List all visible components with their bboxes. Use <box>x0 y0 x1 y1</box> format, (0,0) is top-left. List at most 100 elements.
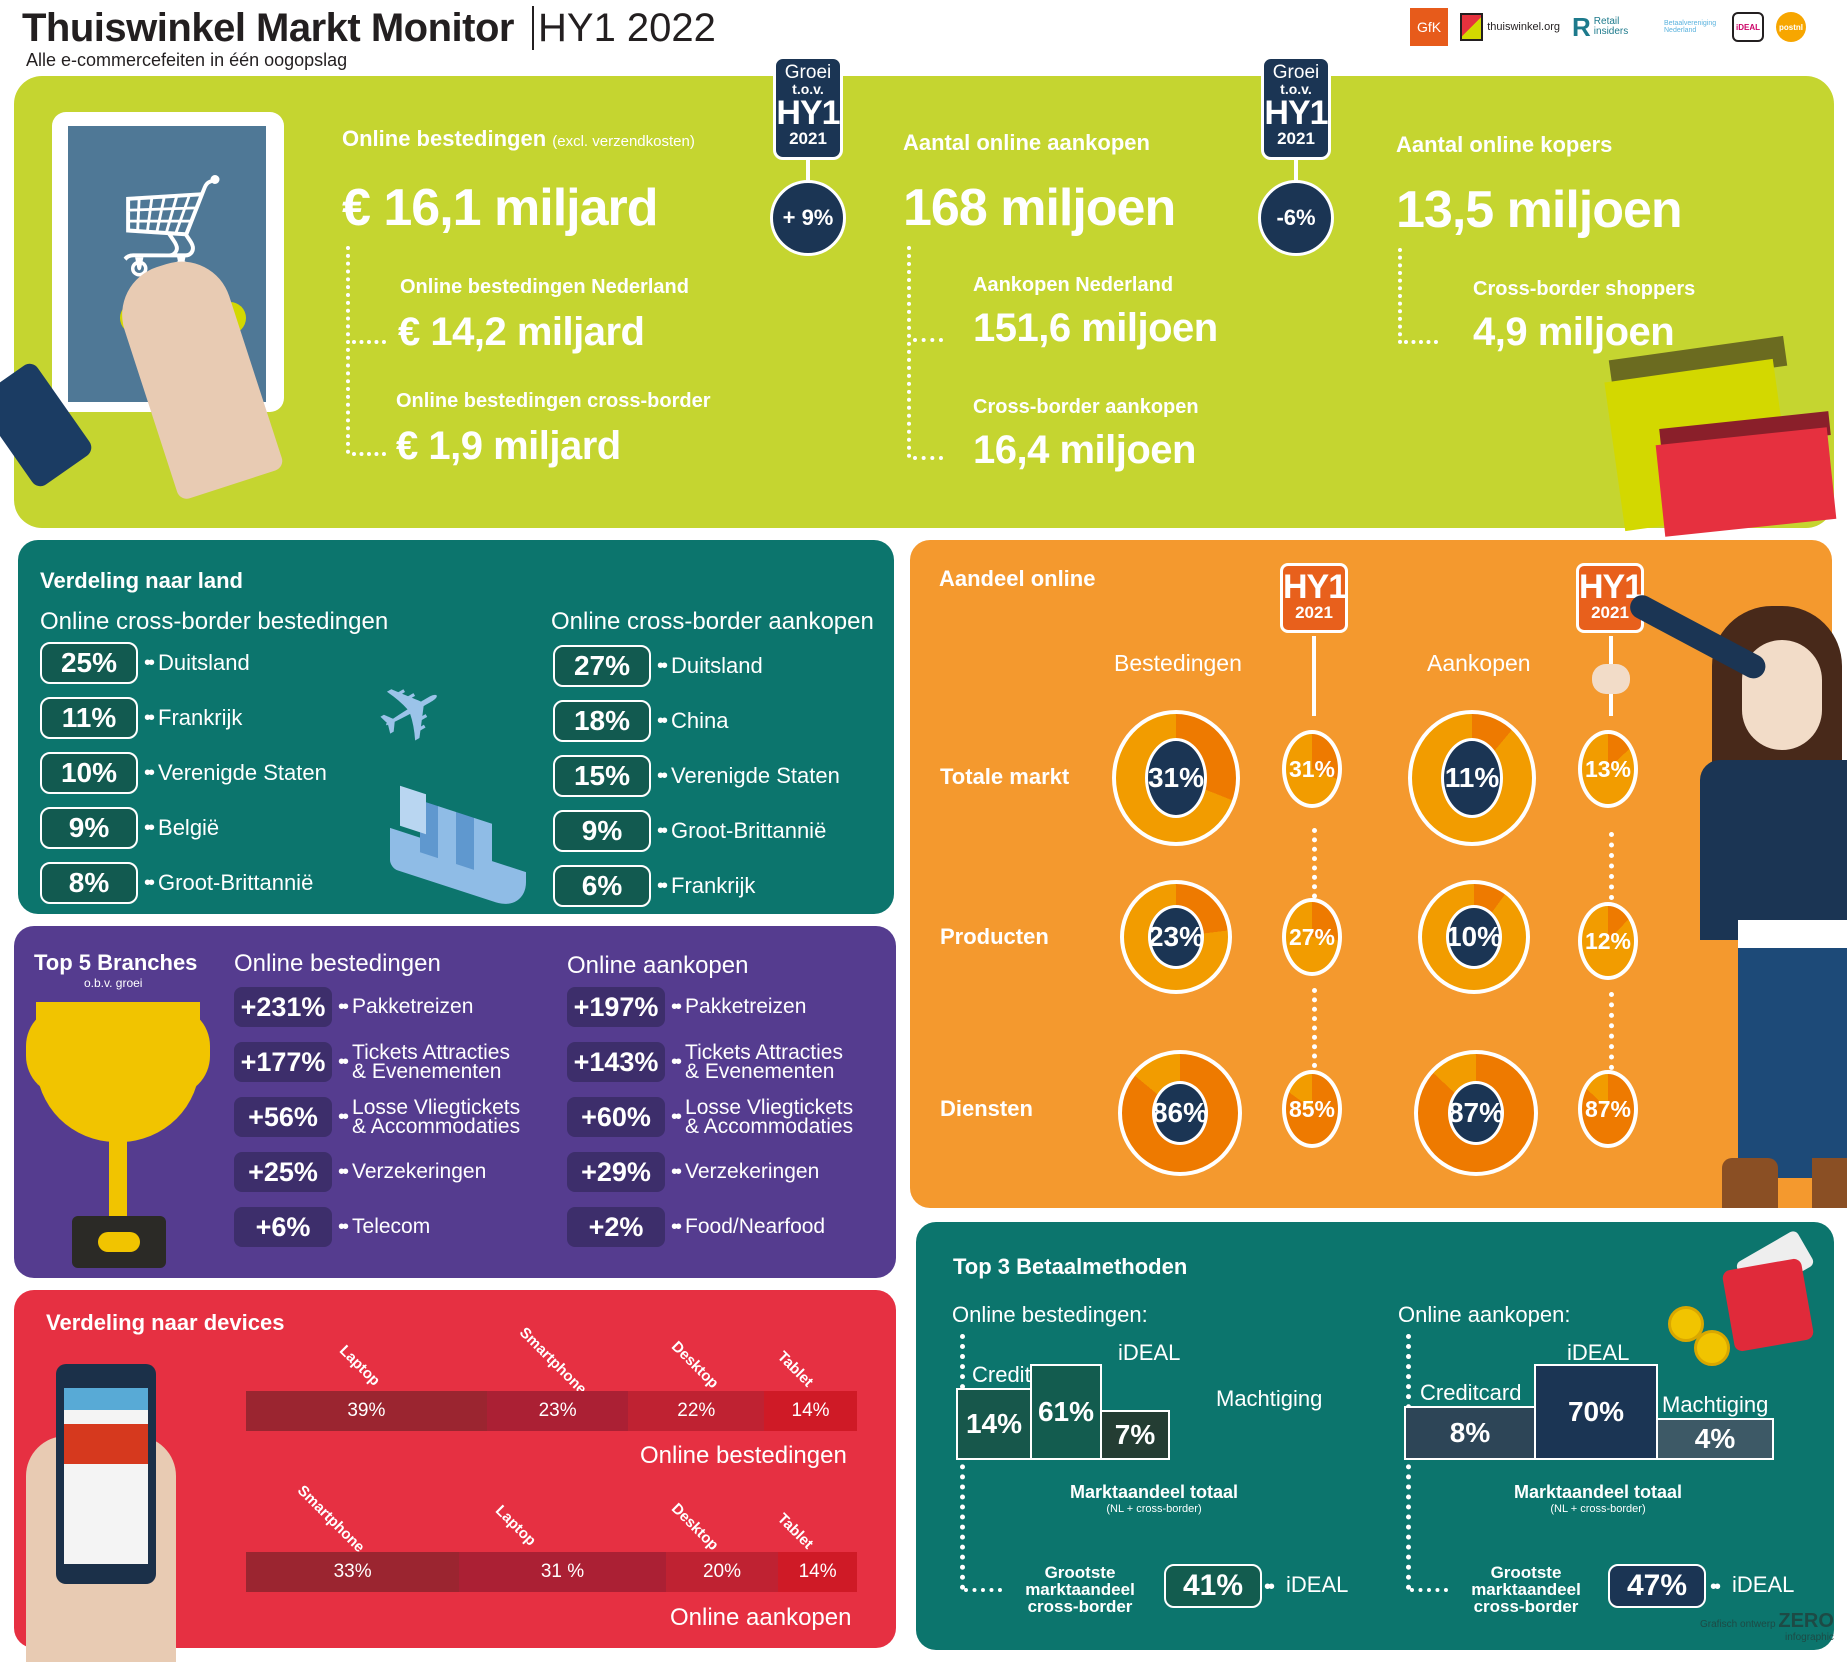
payment-purchase-title: Online aankopen: <box>1398 1302 1571 1327</box>
spend-nl-value: € 14,2 miljard <box>398 310 645 354</box>
share-col-purchases: Aankopen <box>1427 650 1531 676</box>
list-item: 6% •• Frankrijk <box>553 863 840 909</box>
devices-title: Verdeling naar devices <box>46 1310 285 1335</box>
method-label: iDEAL <box>1118 1340 1181 1365</box>
donut-chart: 11% <box>1408 710 1536 846</box>
bar-segment: 14% <box>778 1552 857 1592</box>
coin-icon <box>1694 1330 1730 1366</box>
list-item: +25% •• Verzekeringen <box>234 1152 520 1192</box>
bar-segment: 20% <box>665 1552 779 1592</box>
payment-bar: 4% <box>1656 1418 1774 1460</box>
country-purchase-list: 27% •• Duitsland 18% •• China 15% •• Verenigde… <box>553 643 840 909</box>
cube-icon <box>1460 13 1484 41</box>
growth-stem-purchases <box>1294 160 1298 182</box>
branches-spend-list: +231% •• Pakketreizen +177% •• Tickets Attra… <box>234 987 520 1247</box>
market-share-label: Marktaandeel totaal (NL + cross-border) <box>1069 1482 1239 1515</box>
donut-chart: 87% <box>1414 1050 1538 1176</box>
bar-segment: 22% <box>628 1391 765 1431</box>
largest-cb-label: Grootste marktaandeel cross-border <box>1025 1563 1135 1616</box>
spend-connector-nl <box>352 340 386 344</box>
hy1-2021-tag-spend: HY1 2021 <box>1280 563 1348 633</box>
bar-segment: 31 % <box>459 1552 666 1592</box>
method-label: Machtiging <box>1216 1386 1323 1411</box>
design-credit: Grafisch ontwerp ZERO infographic <box>1700 1610 1834 1643</box>
bar-segment: 14% <box>764 1391 857 1431</box>
purchases-label: Aantal online aankopen <box>903 130 1150 155</box>
trophy-plate <box>98 1232 140 1252</box>
betaalvereniging-logo: Betaalvereniging Nederland <box>1664 20 1717 34</box>
spend-nl-label: Online bestedingen Nederland <box>400 276 689 298</box>
largest-cb-label: Grootste marktaandeel cross-border <box>1471 1563 1581 1616</box>
branches-subtitle: o.b.v. groei <box>84 976 143 990</box>
bar-segment: 33% <box>246 1552 460 1592</box>
buyers-connector <box>1398 248 1402 344</box>
prev-year-donut: 87% <box>1578 1070 1638 1148</box>
list-item: +143% •• Tickets Attracties & Evenementen <box>567 1042 853 1082</box>
dots: •• <box>1264 1576 1275 1598</box>
method-label: iDEAL <box>1567 1340 1630 1365</box>
woman-boot <box>1812 1158 1847 1208</box>
page-title: Thuiswinkel Markt Monitor <box>22 6 514 50</box>
woman-jacket <box>1700 760 1847 940</box>
phone-banner <box>64 1424 148 1464</box>
branches-title: Top 5 Branches <box>34 950 198 975</box>
growth-tag-spend: Groei t.o.v. HY1 2021 <box>773 56 843 160</box>
largest-cb-method: iDEAL <box>1732 1572 1795 1597</box>
prev-year-donut: 13% <box>1578 730 1638 808</box>
share-col-spend: Bestedingen <box>1114 650 1242 676</box>
connector <box>1609 992 1614 1070</box>
phone-screen <box>64 1388 148 1564</box>
spend-total: € 16,1 miljard <box>342 179 659 237</box>
spend-cb-label: Online bestedingen cross-border <box>396 390 711 412</box>
growth-tag-purchases: Groei t.o.v. HY1 2021 <box>1261 56 1331 160</box>
share-row-label: Producten <box>940 924 1049 949</box>
connector <box>1406 1334 1411 1590</box>
branches-purchase-title: Online aankopen <box>567 952 749 979</box>
list-item: 9% •• Groot-Brittannië <box>553 808 840 854</box>
spend-label: Online bestedingen (excl. verzendkosten) <box>342 126 695 151</box>
bag-red <box>1655 427 1837 537</box>
bar-segment: 39% <box>246 1391 487 1431</box>
purchases-connector-cb <box>913 456 943 460</box>
list-item: +29% •• Verzekeringen <box>567 1152 853 1192</box>
prev-year-donut: 31% <box>1282 730 1342 808</box>
method-label: Creditcard <box>1420 1380 1522 1405</box>
purchases-cb-label: Cross-border aankopen <box>973 396 1199 418</box>
growth-badge-purchases: -6% <box>1258 180 1334 256</box>
spend-connector <box>346 246 350 454</box>
list-item: +6% •• Telecom <box>234 1207 520 1247</box>
connector <box>1609 832 1614 900</box>
ideal-logo: iDEAL <box>1732 12 1764 42</box>
connector <box>1312 988 1317 1068</box>
buyers-label: Aantal online kopers <box>1396 132 1613 157</box>
donut-chart: 86% <box>1118 1050 1242 1176</box>
purchases-connector <box>907 246 911 458</box>
wallet-icon <box>1721 1257 1815 1353</box>
phone-header <box>64 1388 148 1410</box>
connector <box>1312 636 1316 716</box>
payment-bar: 7% <box>1100 1410 1170 1460</box>
list-item: +197% •• Pakketreizen <box>567 987 853 1027</box>
shopping-bags-icon <box>1604 335 1837 537</box>
country-purchase-title: Online cross-border aankopen <box>551 608 874 635</box>
dots: •• <box>1710 1576 1721 1598</box>
ship-tower <box>400 785 426 835</box>
growth-stem-spend <box>806 160 810 182</box>
buyers-cb-value: 4,9 miljoen <box>1473 310 1675 354</box>
buyers-cb-label: Cross-border shoppers <box>1473 278 1696 300</box>
retail-insiders-logo: R Retail insiders <box>1572 11 1629 42</box>
list-item: 15% •• Verenigde Staten <box>553 753 840 799</box>
payment-title: Top 3 Betaalmethoden <box>953 1254 1188 1279</box>
connector <box>1312 828 1317 908</box>
list-item: 8% •• Groot-Brittannië <box>40 860 327 906</box>
bar-segment: 23% <box>486 1391 629 1431</box>
online-share-title: Aandeel online <box>939 566 1096 591</box>
online-share-panel <box>910 540 1832 1208</box>
purchases-total: 168 miljoen <box>903 179 1176 237</box>
list-item: +177% •• Tickets Attracties & Evenementen <box>234 1042 520 1082</box>
list-item: +2% •• Food/Nearfood <box>567 1207 853 1247</box>
payment-bar: 14% <box>956 1388 1032 1460</box>
cargo-ship-icon <box>390 785 526 913</box>
devices-spend-caption: Online bestedingen <box>640 1442 847 1469</box>
devices-purchase-bar: 33% 31 % 20% 14% <box>246 1552 857 1592</box>
